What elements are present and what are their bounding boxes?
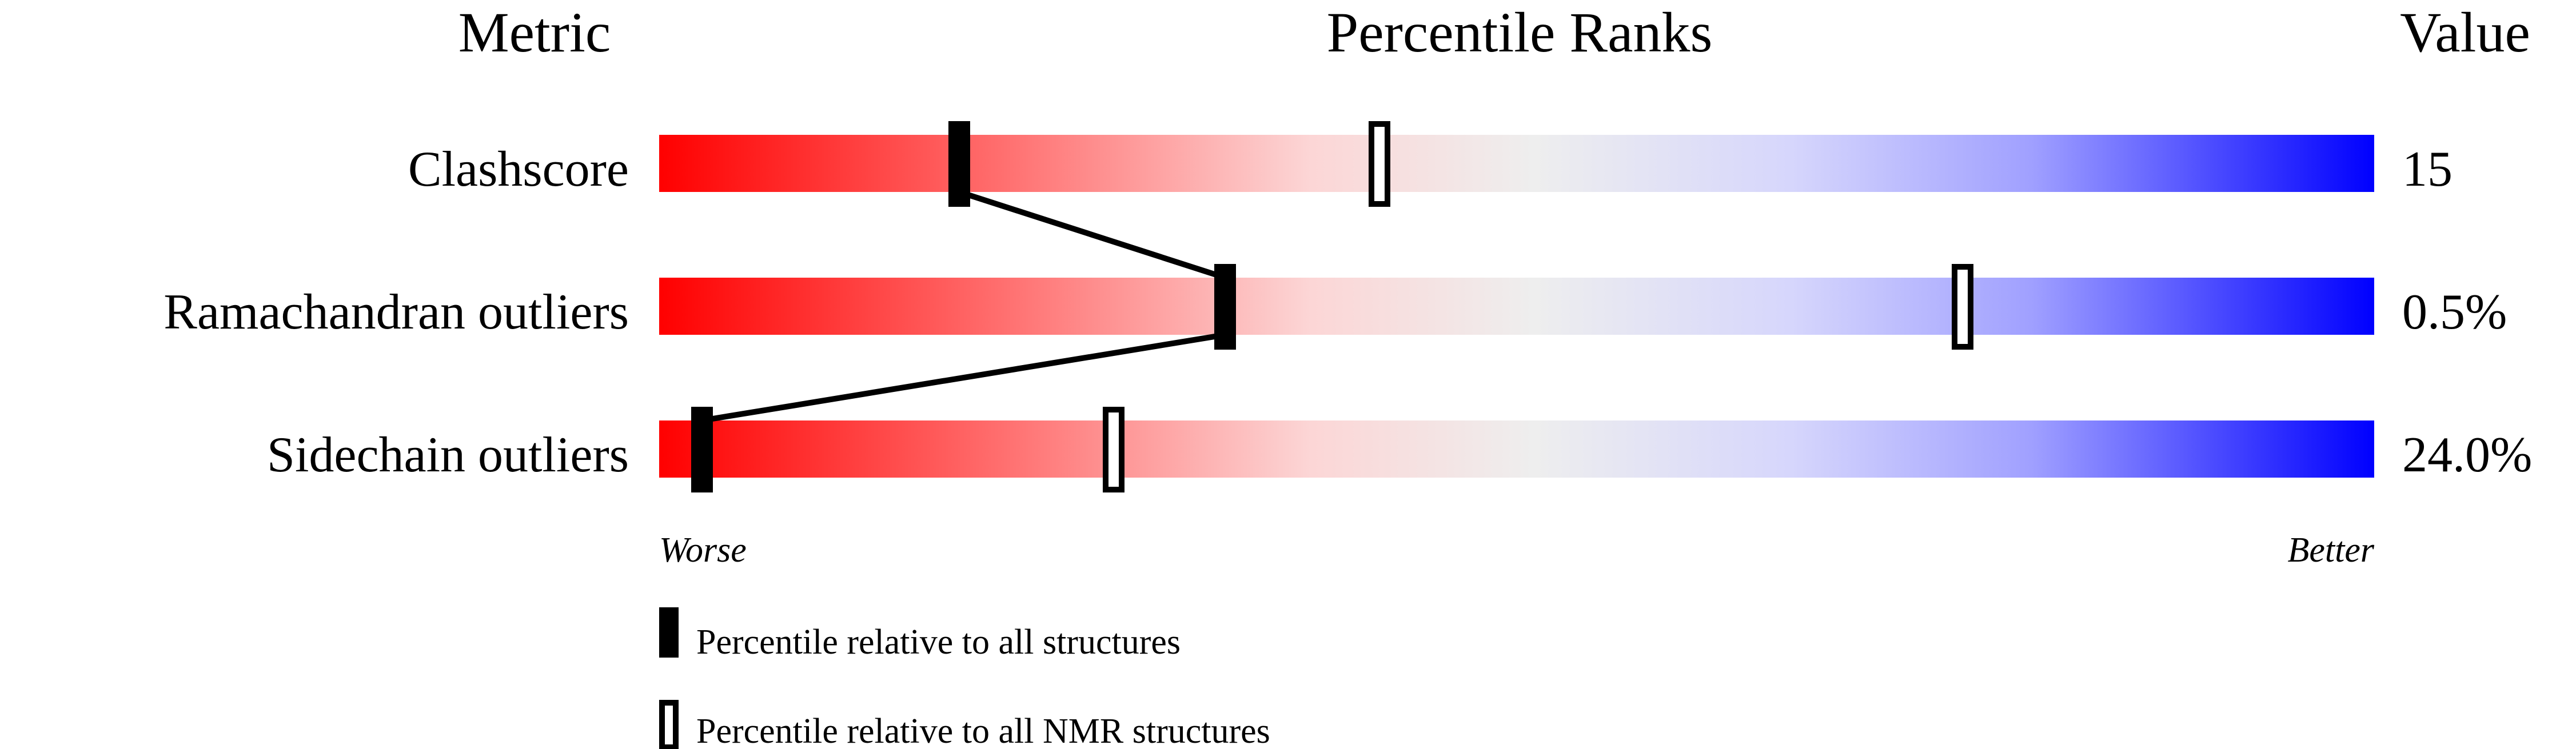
scale-worse-label: Worse — [659, 531, 747, 570]
metric-value: 15 — [2402, 142, 2453, 197]
metric-value: 0.5% — [2402, 285, 2507, 340]
legend-filled-marker — [659, 607, 679, 658]
metric-value: 24.0% — [2402, 427, 2532, 483]
scale-better-label: Better — [2288, 531, 2375, 570]
header-value: Value — [2400, 1, 2530, 64]
gradient-bar — [659, 420, 2374, 478]
legend-all-structures: Percentile relative to all structures — [696, 623, 1181, 662]
nmr-percentile-marker — [1952, 264, 1973, 350]
legend-nmr-structures: Percentile relative to all NMR structure… — [696, 712, 1270, 749]
gradient-bar — [659, 278, 2374, 335]
nmr-percentile-marker — [1103, 407, 1124, 492]
metric-label: Sidechain outliers — [267, 427, 629, 483]
all-percentile-marker — [691, 407, 713, 492]
header-percentile-ranks: Percentile Ranks — [1327, 1, 1713, 64]
metric-label: Clashscore — [408, 142, 629, 197]
header-metric: Metric — [458, 1, 611, 64]
legend-open-marker — [659, 700, 679, 749]
metric-label: Ramachandran outliers — [164, 285, 629, 340]
nmr-percentile-marker — [1369, 121, 1390, 207]
all-percentile-marker — [948, 121, 970, 207]
gradient-bar — [659, 135, 2374, 192]
all-percentile-marker — [1214, 264, 1236, 350]
